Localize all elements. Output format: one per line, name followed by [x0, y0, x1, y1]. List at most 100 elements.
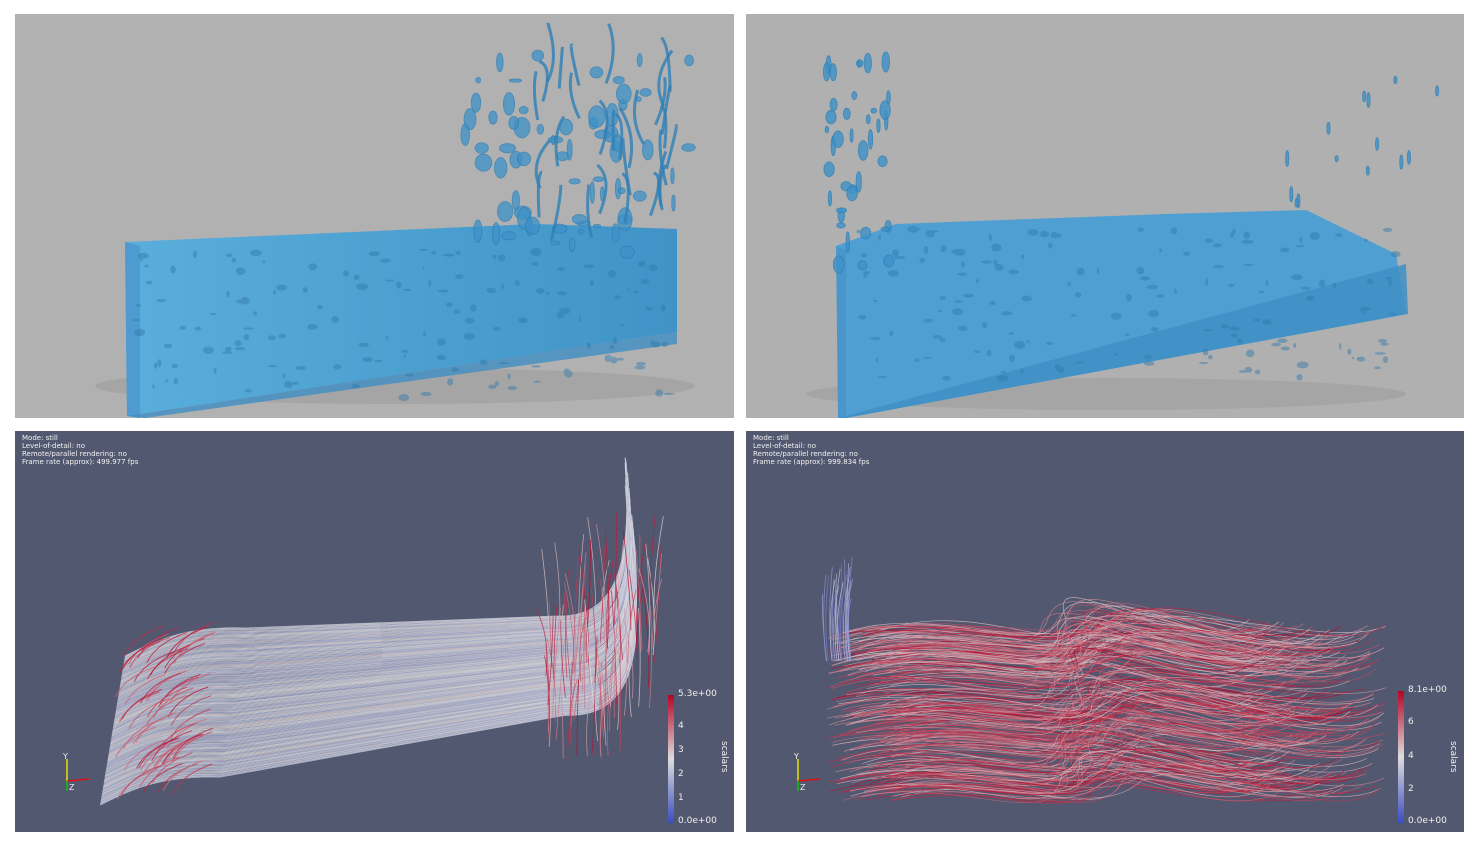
surface-ripple: [1295, 245, 1305, 248]
surface-ripple: [507, 373, 511, 380]
surface-ripple: [351, 383, 361, 389]
surface-ripple: [1318, 282, 1326, 285]
colorbar-max-label: 5.3e+00: [678, 689, 717, 699]
colorbar-left: [668, 695, 674, 823]
streamline: [145, 695, 187, 726]
surface-ripple: [507, 386, 518, 391]
streamline: [890, 761, 1266, 794]
surface-ripple: [1151, 327, 1159, 332]
splash-droplet: [516, 151, 532, 167]
surface-ripple: [1360, 306, 1366, 314]
render-info-text: Mode: still Level-of-detail: no Remote/p…: [753, 434, 869, 466]
surface-ripple: [563, 368, 571, 375]
surface-ripple: [1046, 341, 1053, 346]
streamline: [613, 648, 617, 718]
surface-ripple: [145, 280, 153, 285]
surface-ripple: [398, 394, 410, 402]
streamline: [829, 619, 1307, 638]
streamline: [104, 529, 636, 781]
streamline: [653, 516, 664, 620]
surface-ripple: [453, 309, 460, 314]
splash-filament: [604, 23, 615, 84]
surface-ripple: [156, 298, 167, 303]
streamline: [555, 641, 565, 740]
splash-droplet: [876, 118, 881, 133]
streamline: [560, 620, 566, 698]
streamline: [99, 575, 638, 806]
surface-ripple: [226, 290, 230, 298]
splash-filament: [658, 164, 667, 207]
surface-ripple: [1212, 243, 1222, 248]
streamline: [605, 530, 610, 627]
surface-ripple: [650, 339, 654, 347]
splash-droplet: [867, 129, 874, 150]
streamline: [152, 687, 194, 719]
splash-droplet: [632, 190, 647, 202]
splash-droplet: [642, 139, 654, 161]
surface-ripple: [451, 367, 459, 372]
streamline: [836, 634, 1370, 664]
surface-ripple: [878, 234, 881, 242]
orientation-axes-right: [797, 759, 821, 791]
surface-ripple: [1021, 295, 1032, 302]
surface-ripple: [225, 253, 233, 258]
surface-ripple: [250, 249, 262, 257]
surface-ripple: [492, 254, 497, 260]
surface-ripple: [877, 375, 888, 378]
streamline: [883, 682, 1305, 717]
splash-droplet: [863, 52, 872, 74]
surface-ripple: [1229, 326, 1240, 331]
surface-ripple: [1070, 314, 1077, 317]
splash-droplet: [589, 181, 595, 204]
surface-ripple: [140, 256, 143, 262]
streamline: [825, 575, 829, 662]
streamline: [140, 739, 181, 771]
info-line-remote: Remote/parallel rendering: no: [22, 450, 127, 458]
surface-ripple: [1309, 232, 1320, 240]
splash-droplet: [636, 53, 643, 68]
streamline: [841, 672, 1374, 708]
surface-ripple: [951, 308, 964, 316]
streamline: [859, 613, 1317, 641]
surface-ripple: [1056, 366, 1065, 374]
streamline: [840, 640, 1287, 673]
surface-ripple: [379, 258, 392, 263]
splash-filament: [658, 129, 668, 186]
streamline: [831, 682, 1279, 710]
streamline: [606, 564, 614, 649]
streamline: [838, 596, 843, 662]
surface-ripple: [1159, 248, 1163, 253]
splash-droplet: [492, 222, 501, 246]
colorbar-tick: 4: [1408, 751, 1414, 761]
streamline: [902, 763, 1385, 788]
surface-ripple: [1244, 366, 1253, 373]
streamline: [146, 632, 188, 663]
surface-ripple: [515, 280, 520, 286]
surface-ripple: [242, 327, 254, 330]
streamline: [123, 625, 165, 657]
streamline: [553, 603, 558, 680]
streamline: [830, 595, 836, 662]
surface-ripple: [368, 251, 381, 257]
streamline: [848, 580, 852, 662]
splash-droplet: [612, 75, 625, 85]
surface-ripple: [455, 250, 461, 255]
surface-ripple: [1374, 352, 1386, 355]
streamline: [841, 724, 1283, 764]
surface-ripple: [863, 273, 867, 279]
streamline: [860, 778, 1334, 799]
splash-droplet: [1375, 137, 1380, 151]
splash-droplet: [1289, 186, 1294, 203]
streamline: [554, 542, 561, 625]
streamline: [604, 609, 610, 708]
splash-droplet: [1399, 154, 1404, 170]
surface-ripple: [446, 302, 453, 308]
streamline: [140, 672, 181, 704]
streamline: [170, 708, 211, 740]
info-line-framerate: Frame rate (approx): 499.977 fps: [22, 458, 139, 466]
water-volume-left: [95, 22, 696, 418]
surface-ripple: [957, 272, 967, 276]
info-line-mode: Mode: still: [753, 434, 789, 442]
surface-ripple: [317, 304, 323, 310]
streamline: [586, 674, 595, 756]
